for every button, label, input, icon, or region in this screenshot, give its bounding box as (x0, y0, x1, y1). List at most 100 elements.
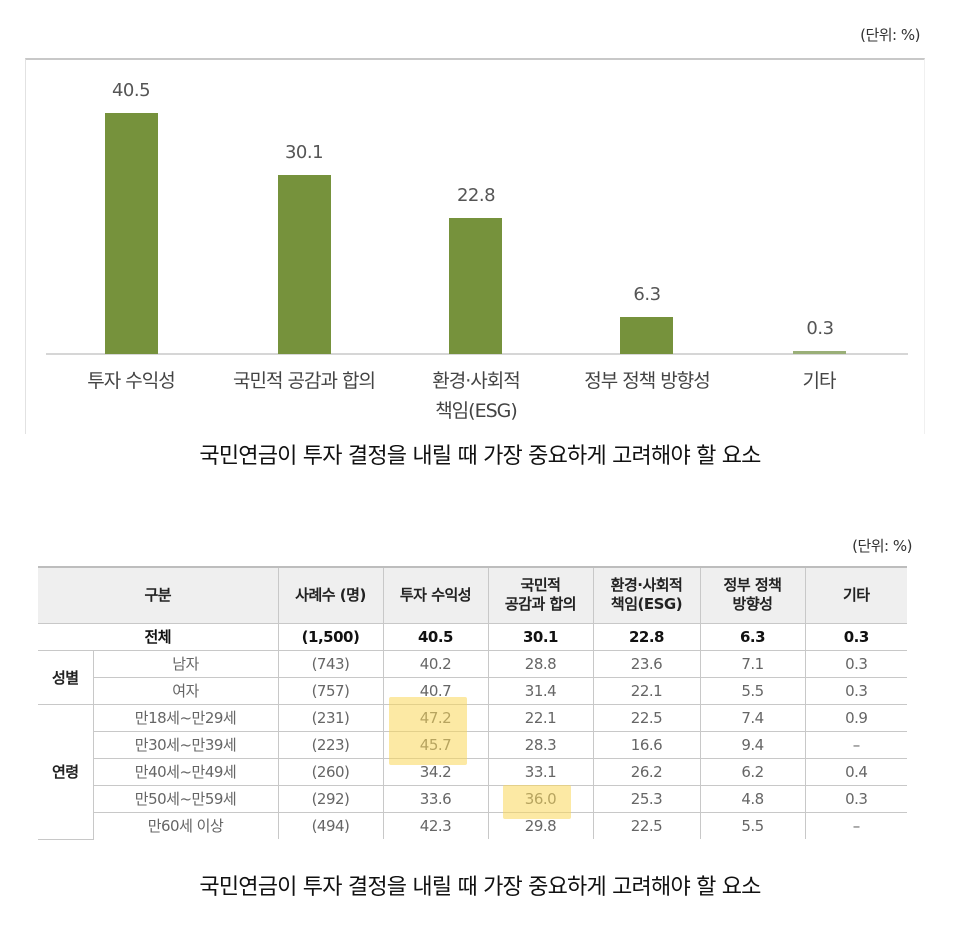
cell-value: 0.3 (804, 622, 907, 651)
cell-cases: (757) (277, 676, 384, 705)
table-row: 여자 (757) 40.7 31.4 22.1 5.5 0.3 (38, 676, 907, 705)
bar-government-policy (620, 317, 673, 354)
chart-baseline (46, 353, 908, 355)
category-label: 투자 수익성 (31, 367, 231, 395)
category-label: 정부 정책 방향성 (547, 367, 747, 395)
cell-value: 42.3 (382, 811, 489, 839)
cell-value: 30.1 (487, 622, 594, 651)
row-label: 전체 (38, 622, 279, 651)
bar-value: 6.3 (633, 284, 661, 305)
header-category: 구분 (38, 566, 279, 624)
cell-value: 40.5 (382, 622, 489, 651)
header-text: 국민적 (520, 576, 561, 595)
cell-value: 5.5 (699, 676, 806, 705)
header-public-consensus: 국민적 공감과 합의 (487, 566, 594, 624)
header-text: 환경·사회적 (610, 576, 683, 595)
cell-value: 23.6 (592, 649, 701, 678)
bar-value: 30.1 (284, 142, 324, 163)
category-label-text: 환경·사회적 (432, 370, 520, 392)
cell-value: 5.5 (699, 811, 806, 839)
table-row: 연령 만18세~만29세 (231) 47.2 22.1 22.5 7.4 0.… (38, 703, 907, 840)
group-label: 연령 (38, 703, 94, 840)
cell-value: 0.3 (804, 784, 907, 813)
bar-other (793, 351, 846, 354)
header-text: 방향성 (732, 595, 773, 614)
bar-value: 0.3 (806, 318, 834, 339)
cell-value: 0.3 (804, 676, 907, 705)
header-other: 기타 (804, 566, 907, 624)
cell-value: 28.3 (487, 730, 594, 759)
cell-value: 4.8 (699, 784, 806, 813)
header-esg: 환경·사회적 책임(ESG) (592, 566, 701, 624)
category-label-text: 정부 정책 방향성 (584, 370, 710, 392)
header-text: 공감과 합의 (504, 595, 577, 614)
category-label-text: 기타 (802, 370, 837, 392)
highlight-mark (503, 785, 571, 819)
category-label: 국민적 공감과 합의 (204, 367, 404, 395)
table-header-row: 구분 사례수 (명) 투자 수익성 국민적 공감과 합의 환경·사회적 책임(ESG… (38, 566, 907, 624)
cell-value: 40.2 (382, 649, 489, 678)
category-label: 기타 (719, 367, 919, 395)
cell-value: 33.1 (487, 757, 594, 786)
cell-value: 22.5 (592, 703, 701, 732)
category-label-text: 투자 수익성 (87, 370, 175, 392)
table-row: 만30세~만39세 (223) 45.7 28.3 16.6 9.4 – (38, 730, 907, 759)
cell-cases: (1,500) (277, 622, 384, 651)
cell-value: – (804, 730, 907, 759)
table-row: 만60세 이상 (494) 42.3 29.8 22.5 5.5 – (38, 811, 907, 839)
table-caption: 국민연금이 투자 결정을 내릴 때 가장 중요하게 고려해야 할 요소 (199, 875, 761, 900)
cell-value: 16.6 (592, 730, 701, 759)
row-label: 남자 (92, 649, 279, 678)
category-label: 환경·사회적 책임(ESG) (376, 367, 576, 425)
cell-value: 22.8 (592, 622, 701, 651)
chart-unit-label: (단위: %) (860, 26, 920, 44)
bar-public-consensus (278, 175, 331, 354)
cell-value: 33.6 (382, 784, 489, 813)
cell-value: 22.1 (487, 703, 594, 732)
highlight-mark (389, 697, 467, 765)
table-row: 만40세~만49세 (260) 34.2 33.1 26.2 6.2 0.4 (38, 757, 907, 786)
header-text: 책임(ESG) (610, 595, 683, 614)
cell-cases: (494) (277, 811, 384, 839)
cell-cases: (292) (277, 784, 384, 813)
cell-cases: (223) (277, 730, 384, 759)
cell-value: 0.4 (804, 757, 907, 786)
table-unit-label: (단위: %) (852, 537, 912, 555)
cell-value: 22.1 (592, 676, 701, 705)
row-label: 만18세~만29세 (92, 703, 279, 732)
header-cases: 사례수 (명) (277, 566, 384, 624)
header-government-policy: 정부 정책 방향성 (699, 566, 806, 624)
cell-cases: (260) (277, 757, 384, 786)
row-label: 만40세~만49세 (93, 757, 279, 786)
cell-value: 28.8 (487, 649, 594, 678)
cell-cases: (231) (277, 703, 384, 732)
table-row: 만50세~만59세 (292) 33.6 36.0 25.3 4.8 0.3 (38, 784, 907, 813)
group-label: 성별 (38, 649, 94, 705)
chart-caption: 국민연금이 투자 결정을 내릴 때 가장 중요하게 고려해야 할 요소 (199, 444, 761, 469)
cell-value: 26.2 (592, 757, 701, 786)
cell-value: 22.5 (592, 811, 701, 839)
chart-frame (25, 58, 925, 434)
cell-value: 7.4 (699, 703, 806, 732)
cell-value: 25.3 (592, 784, 701, 813)
row-label: 만60세 이상 (93, 811, 279, 839)
header-text: 정부 정책 (723, 576, 782, 595)
category-label-text: 책임(ESG) (435, 400, 518, 422)
stats-table: 구분 사례수 (명) 투자 수익성 국민적 공감과 합의 환경·사회적 책임(ESG… (38, 566, 907, 840)
header-investment-return: 투자 수익성 (382, 566, 489, 624)
table-row-total: 전체 (1,500) 40.5 30.1 22.8 6.3 0.3 (38, 622, 907, 651)
category-label-text: 국민적 공감과 합의 (233, 370, 376, 392)
cell-value: 9.4 (699, 730, 806, 759)
bar-value: 40.5 (111, 80, 151, 101)
cell-cases: (743) (277, 649, 384, 678)
row-label: 여자 (93, 676, 279, 705)
table-row: 성별 남자 (743) 40.2 28.8 23.6 7.1 0.3 (38, 649, 907, 705)
cell-value: 6.2 (699, 757, 806, 786)
bar-investment-return (105, 113, 158, 354)
row-label: 만30세~만39세 (93, 730, 279, 759)
bar-esg (449, 218, 502, 354)
cell-value: 0.3 (804, 649, 907, 678)
cell-value: – (804, 811, 907, 839)
cell-value: 0.9 (804, 703, 907, 732)
row-label: 만50세~만59세 (93, 784, 279, 813)
